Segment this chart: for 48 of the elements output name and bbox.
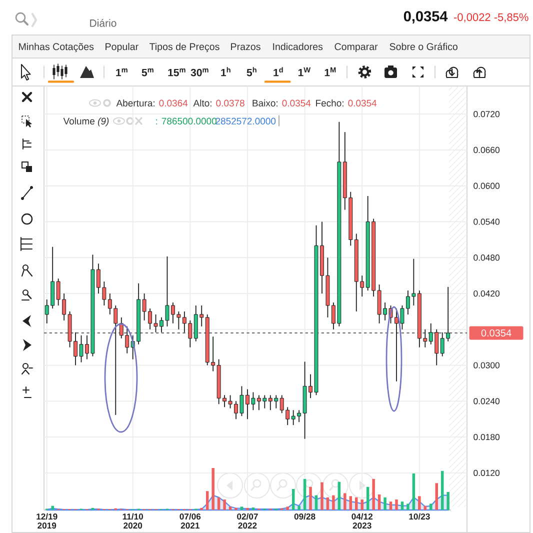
y-tick-label: 0.0600 xyxy=(474,182,500,189)
annotation: 0.0378 xyxy=(216,100,244,106)
annotation: : 786500.0000 xyxy=(156,118,216,124)
annotation: 0.0354 xyxy=(282,100,311,106)
x-tick-label: 10/23 xyxy=(409,513,430,520)
x-tick-label: 11/10 2020 xyxy=(122,513,144,529)
y-tick-label: 0.0720 xyxy=(474,111,500,118)
text: 5$^{h}$ xyxy=(246,67,256,76)
x-tick-label: 12/19 2019 xyxy=(36,513,58,529)
y-tick-label: 0.0180 xyxy=(474,434,500,440)
y-tick-label: 0.0240 xyxy=(474,398,500,404)
annotation: Volume (9) xyxy=(63,118,109,126)
x-tick-label: 04/12 2023 xyxy=(352,513,373,529)
text: Minhas Cotações xyxy=(19,42,94,52)
annotation: Abertura: xyxy=(116,100,154,106)
text: 0,0354 xyxy=(404,11,448,24)
text: Sobre o Gráfico xyxy=(390,42,458,50)
text: 1$^{d}$ xyxy=(274,67,283,76)
x-tick-label: 07/06 2021 xyxy=(180,513,201,529)
text: 1$^{m}$ xyxy=(116,68,128,76)
text: Tipos de Preços xyxy=(149,42,220,52)
ref-line-label: 0.0354 xyxy=(481,329,512,337)
text: -0,0022 -5,85% xyxy=(454,13,528,22)
annotation: Fecho: xyxy=(316,100,344,106)
y-tick-label: 0.0300 xyxy=(474,362,500,368)
text: 15$^{m}$ xyxy=(168,68,186,76)
text: Indicadores xyxy=(273,42,323,50)
annotation: 0.0354 xyxy=(348,100,377,106)
annotation: Baixo: xyxy=(252,100,278,106)
text: 5$^{m}$ xyxy=(142,68,154,76)
x-tick-label: 02/07 2022 xyxy=(237,513,258,529)
text: Prazos xyxy=(231,43,260,50)
annotation: Alto: xyxy=(193,100,212,106)
text: Comparar xyxy=(334,43,378,52)
annotation: 2852572.0000 xyxy=(216,118,276,124)
y-tick-label: 0.0120 xyxy=(474,470,500,476)
y-tick-label: 0.0540 xyxy=(474,218,500,225)
text: Popular xyxy=(106,42,138,52)
text: Diário xyxy=(90,19,116,27)
y-tick-label: 0.0660 xyxy=(474,146,500,154)
y-tick-label: 0.0420 xyxy=(474,290,500,297)
text: 30$^{m}$ xyxy=(190,68,208,76)
x-tick-label: 09/28 xyxy=(294,513,316,520)
text: 1$^{W}$ xyxy=(298,67,311,76)
text: 1$^{M}$ xyxy=(324,67,336,76)
annotation: 0.0364 xyxy=(159,100,188,106)
text: 1$^{h}$ xyxy=(221,67,230,76)
y-tick-label: 0.0480 xyxy=(474,254,500,261)
